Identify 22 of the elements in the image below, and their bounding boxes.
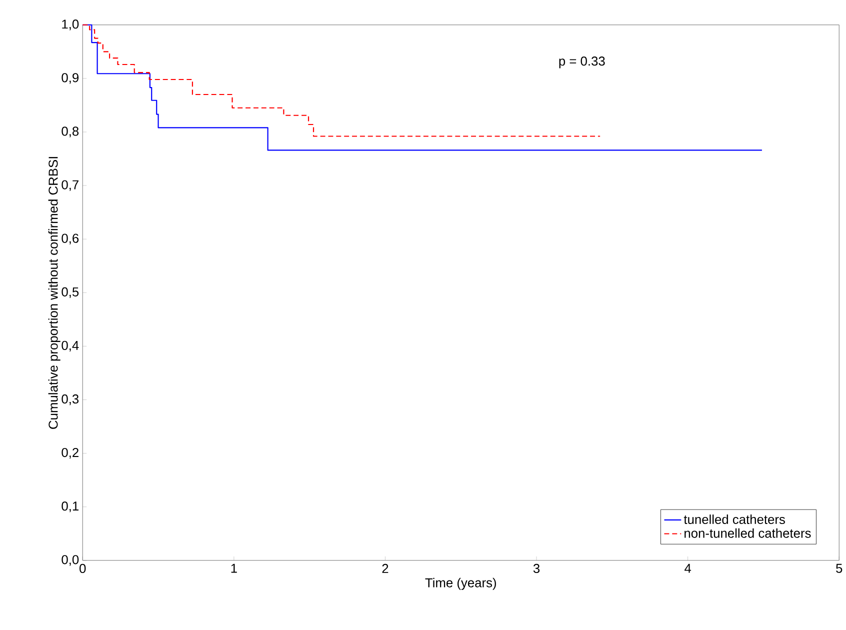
y-tick-label: 0,7 [62,180,78,191]
y-tick-label: 0,9 [62,73,79,84]
y-tick-label: 0,2 [62,448,78,459]
x-tick-label: 0 [80,564,86,573]
y-tick-label: 1,0 [62,20,79,30]
x-tick-label: 4 [684,564,692,573]
y-tick-label: 0,3 [62,394,79,406]
y-axis-title: Cumulative proportion without confirmed CRBSI [48,156,60,429]
x-tick-label: 5 [836,564,842,573]
x-axis-title: Time (years) [425,578,496,590]
y-tick-label: 0,0 [62,555,79,566]
x-tick-label: 1 [231,564,237,573]
x-tick-label: 2 [382,564,388,573]
x-tick-label: 3 [533,564,540,573]
y-tick-label: 0,5 [62,287,79,298]
y-tick-label: 0,1 [62,501,78,512]
legend-label: tunelled catheters [684,514,785,524]
y-tick-label: 0,8 [62,126,79,138]
legend-label: non-tunelled catheters [684,528,811,538]
y-tick-label: 0,6 [62,234,79,244]
annotation: p = 0.33 [559,56,605,68]
y-tick-label: 0,4 [62,340,79,352]
